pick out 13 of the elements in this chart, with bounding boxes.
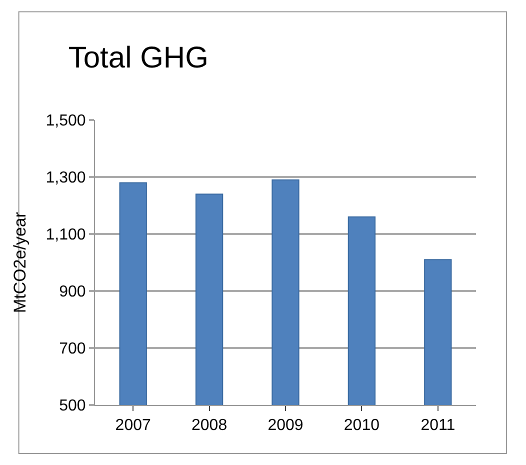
x-tick-label: 2010 [344,417,380,434]
x-tick-label: 2011 [420,417,456,434]
y-tick-label: 1,100 [46,226,86,244]
x-tick-label: 2009 [268,417,304,434]
y-tick-label: 700 [59,340,86,358]
x-tick-label: 2007 [115,417,151,434]
y-tick-label: 500 [59,398,86,415]
chart-title: Total GHG [68,42,208,74]
y-tick-label: 1,300 [46,170,86,187]
y-tick-label: 1,500 [46,112,86,130]
y-axis-title: MtCO2e/year [10,212,30,314]
y-tick-label: 900 [59,284,86,301]
x-tick-label: 2008 [192,417,228,434]
